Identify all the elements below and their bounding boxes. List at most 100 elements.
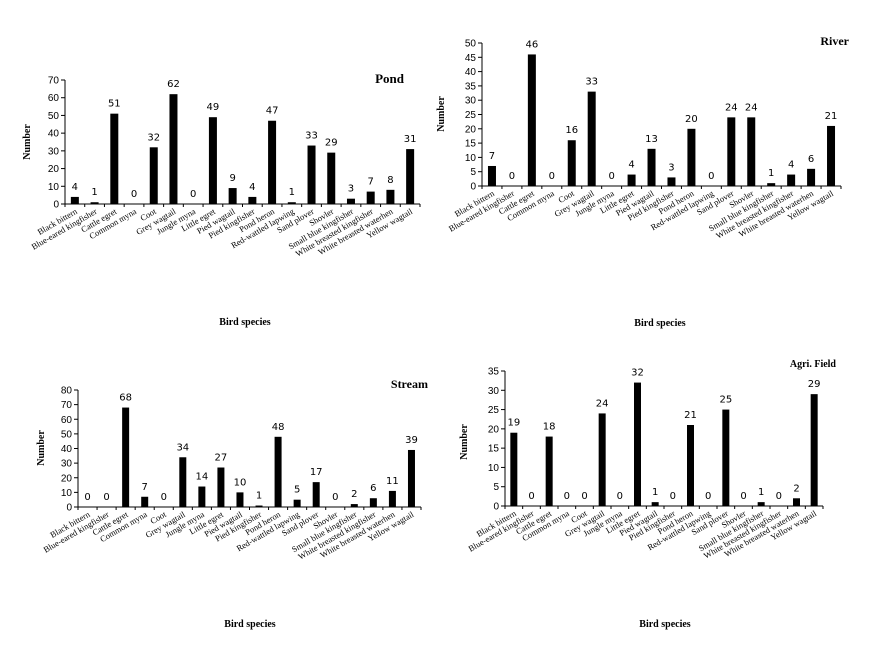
data-label: 11 (386, 476, 399, 487)
data-label: 49 (207, 102, 220, 113)
bar-grey-wagtail (179, 457, 187, 507)
bar-sand-plover (312, 482, 320, 507)
y-axis-label: Number (436, 96, 447, 132)
data-label: 7 (489, 151, 495, 162)
bar-sand-plover (727, 117, 736, 186)
bar-white-breasted-waterhen (807, 168, 816, 186)
data-label: 32 (631, 368, 644, 379)
y-tick-label: 50 (465, 39, 477, 50)
data-label: 4 (628, 160, 634, 171)
bar-cattle-egret (122, 407, 130, 507)
bar-pied-wagtail (651, 502, 659, 506)
data-label: 4 (72, 182, 78, 193)
bar-little-egret (208, 117, 217, 204)
bar-cattle-egret (545, 436, 553, 506)
y-tick-label: 60 (48, 93, 60, 104)
data-label: 10 (234, 477, 247, 488)
data-label: 0 (670, 491, 676, 502)
y-axis-label: Number (22, 124, 33, 160)
data-label: 5 (294, 485, 300, 496)
bar-jungle-myna (198, 486, 206, 507)
data-label: 4 (249, 182, 255, 193)
y-tick-label: 0 (53, 200, 59, 211)
data-label: 24 (725, 102, 738, 113)
data-label: 29 (325, 138, 338, 149)
data-label: 2 (793, 483, 799, 494)
data-label: 39 (405, 435, 418, 446)
y-tick-label: 15 (488, 444, 500, 455)
bar-pied-wagtail (228, 188, 237, 204)
data-label: 0 (190, 189, 196, 200)
data-label: 0 (617, 491, 623, 502)
bar-pied-wagtail (647, 148, 656, 186)
bar-white-breasted-kingfisher (787, 174, 796, 186)
y-tick-label: 70 (61, 400, 73, 411)
bar-little-egret (634, 382, 641, 506)
bar-black-bittern (487, 165, 496, 186)
data-label: 0 (564, 491, 570, 502)
data-label: 48 (272, 422, 285, 433)
bar-white-breasted-waterhen (793, 498, 800, 506)
data-label: 62 (167, 79, 180, 90)
data-label: 1 (289, 187, 295, 198)
chart-title: Stream (391, 377, 428, 391)
y-axis-label: Number (459, 424, 470, 460)
data-label: 0 (84, 492, 90, 503)
x-axis-label: Bird species (219, 317, 270, 328)
data-label: 21 (684, 410, 697, 421)
y-tick-label: 15 (465, 139, 477, 150)
y-tick-label: 0 (470, 182, 476, 193)
data-label: 1 (256, 491, 262, 502)
data-label: 25 (719, 395, 732, 406)
bar-small-blue-kingfisher (767, 183, 776, 186)
y-tick-label: 60 (61, 415, 73, 426)
data-label: 0 (509, 171, 515, 182)
y-tick-label: 20 (488, 424, 500, 435)
data-label: 29 (808, 379, 821, 390)
data-label: 6 (808, 154, 814, 165)
bar-small-blue-kingfisher (346, 198, 355, 204)
bar-small-blue-kingfisher (350, 504, 358, 507)
y-tick-label: 0 (493, 502, 499, 513)
bar-pied-wagtail (236, 492, 244, 507)
data-label: 0 (549, 171, 555, 182)
bar-grey-wagtail (587, 91, 596, 186)
y-tick-label: 30 (465, 96, 477, 107)
y-tick-label: 10 (61, 488, 73, 499)
bar-yellow-wagtail (810, 394, 818, 506)
bar-coot (567, 140, 576, 186)
data-label: 46 (525, 39, 538, 50)
y-tick-label: 20 (465, 124, 477, 135)
data-label: 0 (776, 491, 782, 502)
data-label: 16 (565, 125, 578, 136)
chart-title: Agri. Field (790, 359, 837, 370)
y-tick-label: 10 (48, 182, 60, 193)
bar-little-egret (217, 467, 225, 507)
data-label: 4 (788, 160, 794, 171)
x-axis-label: Bird species (634, 318, 685, 329)
data-label: 7 (368, 177, 374, 188)
y-tick-label: 40 (465, 67, 477, 78)
data-label: 9 (229, 173, 235, 184)
data-label: 6 (370, 483, 376, 494)
data-label: 0 (528, 491, 534, 502)
bar-blue-eared-kingfisher (90, 202, 99, 204)
data-label: 20 (685, 114, 698, 125)
bar-white-breasted-kingfisher (366, 191, 375, 204)
bar-red-wattled-lapwing (293, 499, 301, 507)
bar-pond-heron (687, 425, 694, 506)
data-label: 34 (176, 442, 189, 453)
data-label: 19 (507, 418, 520, 429)
y-tick-label: 35 (488, 367, 500, 378)
data-label: 0 (161, 492, 167, 503)
y-tick-label: 50 (61, 429, 73, 440)
bar-small-blue-kingfisher (757, 502, 765, 506)
data-label: 2 (351, 489, 357, 500)
y-tick-label: 50 (48, 111, 60, 122)
bar-grey-wagtail (169, 94, 178, 204)
x-axis-label: Bird species (224, 619, 275, 630)
bar-coot (149, 147, 158, 204)
